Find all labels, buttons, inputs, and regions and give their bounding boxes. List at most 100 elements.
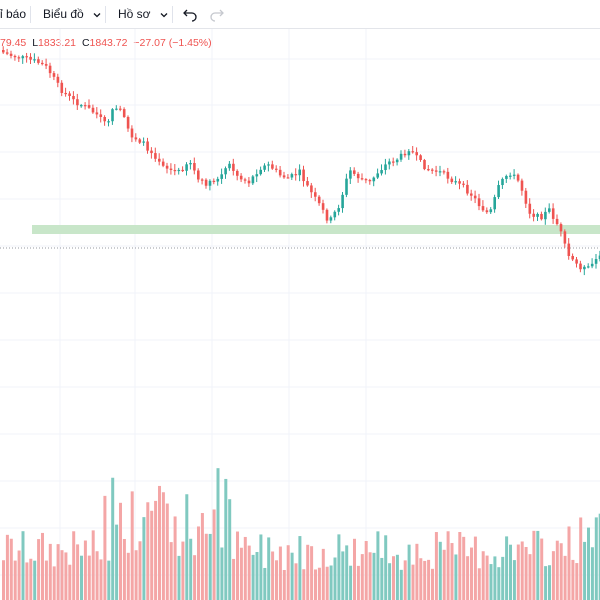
volume-bar bbox=[555, 540, 559, 600]
candlestick bbox=[462, 181, 465, 188]
candlestick bbox=[329, 215, 333, 224]
volume-bar bbox=[462, 536, 466, 600]
volume-bar bbox=[317, 567, 321, 600]
candlestick bbox=[321, 199, 325, 214]
volume-bar bbox=[91, 530, 95, 600]
legend-change: −27.07 (−1.45%) bbox=[133, 37, 212, 49]
volume-bar bbox=[17, 550, 21, 600]
volume-bar bbox=[329, 565, 333, 600]
volume-bar bbox=[583, 541, 587, 600]
volume-bar bbox=[407, 544, 411, 600]
candlestick bbox=[251, 174, 255, 186]
volume-bar bbox=[138, 541, 142, 600]
candlestick bbox=[388, 158, 391, 170]
volume-bar bbox=[286, 545, 290, 600]
candlestick bbox=[571, 253, 574, 262]
candlestick bbox=[275, 165, 278, 173]
candlestick bbox=[220, 168, 223, 184]
chart-grid bbox=[0, 29, 600, 600]
volume-bar bbox=[165, 503, 169, 600]
candlestick bbox=[126, 115, 130, 132]
candlestick bbox=[200, 178, 204, 185]
candlestick bbox=[107, 119, 110, 127]
candlestick bbox=[419, 154, 422, 162]
volume-bar bbox=[473, 536, 477, 600]
candlestick bbox=[247, 177, 251, 187]
candlestick bbox=[532, 209, 535, 222]
volume-bar bbox=[228, 499, 232, 600]
volume-bar bbox=[103, 495, 107, 600]
candlestick bbox=[450, 176, 454, 184]
chart-menu[interactable]: Biểu đồ bbox=[43, 0, 101, 28]
volume-bar bbox=[232, 558, 236, 600]
volume-bar bbox=[275, 560, 278, 600]
volume-bar bbox=[107, 560, 111, 600]
volume-bar bbox=[438, 541, 442, 600]
volume-bar bbox=[200, 513, 204, 600]
volume-bar bbox=[587, 527, 590, 600]
price-chart[interactable] bbox=[0, 29, 600, 600]
candlestick bbox=[95, 107, 99, 119]
volume-bar bbox=[302, 569, 306, 600]
candlestick bbox=[99, 109, 103, 123]
volume-bar bbox=[154, 500, 158, 600]
volume-bar bbox=[239, 547, 243, 600]
candlestick bbox=[520, 178, 524, 196]
redo-arrow-icon[interactable] bbox=[208, 5, 226, 23]
volume-bar bbox=[489, 564, 493, 600]
candlestick bbox=[111, 108, 114, 125]
candlestick bbox=[72, 91, 75, 105]
volume-bar bbox=[126, 552, 130, 600]
candlestick bbox=[138, 137, 142, 145]
candlestick bbox=[243, 177, 247, 184]
volume-bar bbox=[442, 549, 446, 600]
volume-bar bbox=[193, 555, 197, 600]
legend-close-label: C bbox=[81, 37, 90, 49]
volume-bar bbox=[575, 563, 579, 600]
volume-bar bbox=[372, 552, 376, 600]
candlestick bbox=[29, 53, 32, 65]
candlestick bbox=[13, 54, 17, 61]
volume-bar bbox=[376, 531, 380, 600]
volume-bar bbox=[532, 530, 536, 600]
candlestick bbox=[427, 165, 430, 172]
candlestick bbox=[458, 178, 461, 190]
volume-bar bbox=[368, 552, 372, 600]
toolbar-divider bbox=[172, 6, 173, 23]
candlestick bbox=[259, 166, 262, 176]
candlestick bbox=[314, 187, 317, 202]
candlestick bbox=[122, 107, 126, 118]
candlestick bbox=[239, 173, 243, 183]
candlestick bbox=[411, 145, 415, 154]
candlestick bbox=[345, 173, 348, 198]
toolbar-divider bbox=[105, 6, 106, 23]
candlestick bbox=[579, 260, 582, 273]
volume-bar bbox=[271, 551, 275, 600]
candlestick bbox=[555, 214, 559, 226]
candlestick bbox=[544, 207, 547, 225]
candlestick bbox=[446, 167, 450, 184]
profile-menu[interactable]: Hồ sơ bbox=[118, 0, 168, 28]
volume-bar bbox=[501, 556, 505, 600]
candlestick bbox=[208, 179, 212, 191]
volume-bar bbox=[115, 524, 119, 600]
volume-bar bbox=[325, 566, 329, 600]
indicators-menu[interactable]: ỉ báo bbox=[0, 0, 26, 28]
candlestick bbox=[263, 163, 266, 173]
legend-high-value: 79.45 bbox=[0, 37, 27, 49]
volume-bar bbox=[356, 565, 360, 600]
volume-bar bbox=[52, 566, 56, 600]
toolbar-divider bbox=[30, 6, 31, 23]
volume-bar bbox=[505, 536, 509, 600]
volume-bar bbox=[551, 551, 555, 600]
candlestick bbox=[384, 158, 387, 175]
candlestick bbox=[115, 105, 118, 111]
candlestick bbox=[48, 62, 52, 78]
candlestick bbox=[17, 55, 21, 63]
candlestick bbox=[212, 178, 216, 185]
volume-bar bbox=[255, 552, 259, 600]
undo-arrow-icon[interactable] bbox=[181, 5, 199, 23]
volume-bar bbox=[403, 560, 407, 600]
volume-bar bbox=[259, 534, 263, 600]
volume-bar bbox=[95, 551, 99, 600]
